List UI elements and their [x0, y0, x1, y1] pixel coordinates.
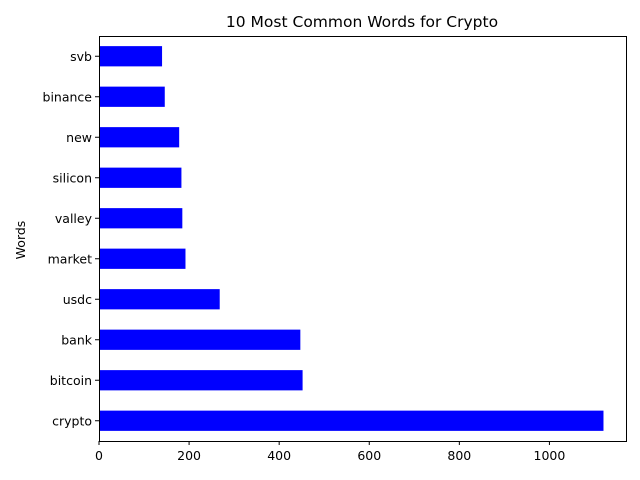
y-tick-label: crypto: [52, 413, 92, 428]
x-tick-label: 0: [95, 448, 103, 463]
y-tick-label: usdc: [63, 292, 92, 307]
plot-frame: [99, 36, 627, 442]
bar-bitcoin: [99, 370, 303, 391]
x-ticks-group: 0 200 400 600 800 1000: [95, 441, 565, 463]
y-tick-label: bitcoin: [50, 373, 92, 388]
y-tick-label: valley: [55, 211, 93, 226]
y-axis-label: Words: [13, 221, 28, 260]
x-tick-label: 800: [447, 448, 471, 463]
bar-new: [99, 127, 180, 148]
x-tick-label: 400: [267, 448, 291, 463]
y-ticks-group: crypto bitcoin bank usdc market valley silicon…: [43, 49, 99, 428]
bar-svb: [99, 46, 163, 67]
x-tick-label: 600: [357, 448, 381, 463]
bar-usdc: [99, 289, 220, 310]
bar-bank: [99, 329, 301, 350]
y-tick-label: binance: [43, 89, 93, 104]
y-tick-label: market: [48, 251, 92, 266]
y-tick-label: new: [66, 130, 92, 145]
y-tick-label: svb: [70, 49, 92, 64]
y-tick-label: silicon: [53, 170, 92, 185]
bar-silicon: [99, 167, 182, 188]
bars-group: [99, 46, 604, 431]
bar-crypto: [99, 410, 604, 431]
x-tick-label: 200: [177, 448, 201, 463]
bar-binance: [99, 86, 165, 107]
chart-title: 10 Most Common Words for Crypto: [226, 13, 498, 31]
bar-market: [99, 248, 186, 269]
y-tick-label: bank: [61, 332, 93, 347]
x-tick-label: 1000: [534, 448, 566, 463]
bar-valley: [99, 208, 183, 229]
